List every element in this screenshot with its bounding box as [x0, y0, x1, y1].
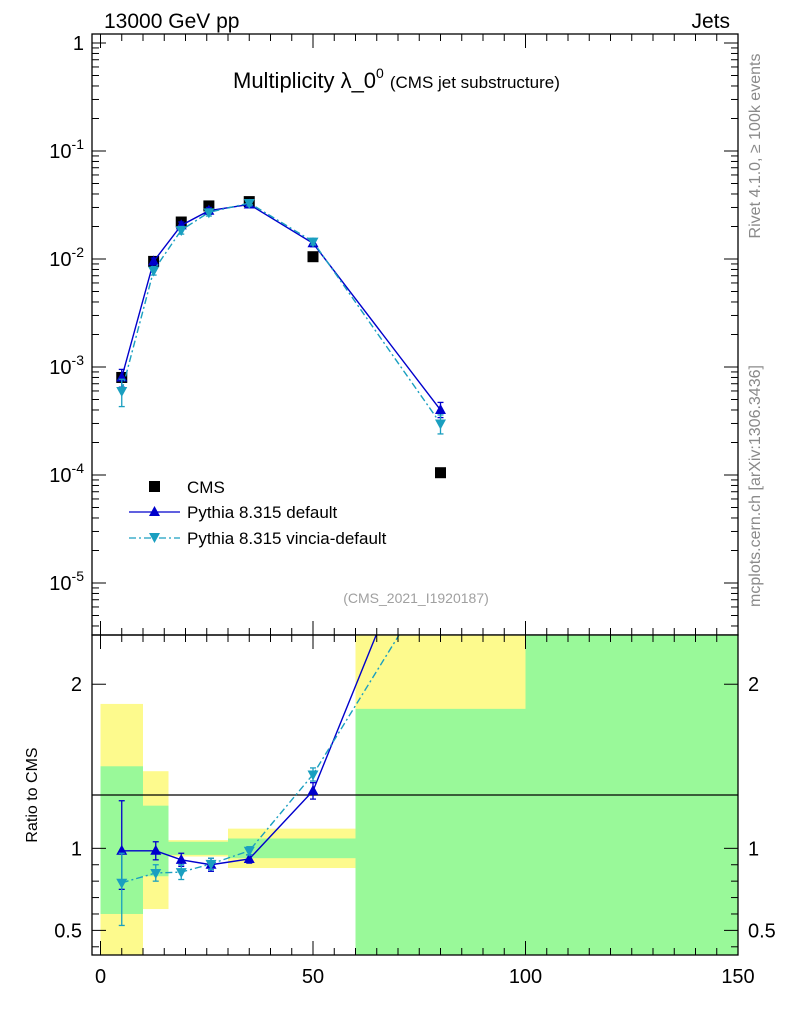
ratio-ticks: 0 50 100 150 0.5 0.5 1 1 2 2 — [54, 635, 776, 988]
main-marks — [116, 196, 446, 479]
legend-label-cms: CMS — [187, 478, 225, 497]
uncertainty-band-green — [168, 841, 228, 855]
pythia-vincia-point — [243, 199, 255, 210]
ratio-vincia-point — [307, 770, 319, 781]
ratio-frame — [91, 634, 739, 956]
main-ytick-label: 10-5 — [49, 568, 84, 595]
ratio-default-point — [307, 784, 319, 795]
title-main: Multiplicity λ_0 — [233, 68, 376, 93]
ratio-xtick-label: 0 — [95, 966, 106, 988]
chart-title: Multiplicity λ_00 (CMS jet substructure) — [233, 65, 560, 93]
legend: CMS Pythia 8.315 default Pythia 8.315 vi… — [129, 478, 387, 548]
ratio-ytick-label-right: 2 — [748, 674, 759, 696]
legend-marker-cms — [149, 481, 160, 492]
uncertainty-band-yellow — [355, 635, 526, 709]
main-ticks: 1 10-1 10-2 10-3 10-4 10-5 — [49, 33, 739, 635]
energy-label: 13000 GeV pp — [104, 10, 239, 33]
main-ytick-label: 10-3 — [49, 352, 84, 379]
pythia-vincia-point — [116, 386, 128, 397]
ratio-xtick-label: 50 — [302, 966, 324, 988]
title-superscript: 0 — [376, 65, 384, 81]
process-label: Jets — [691, 10, 730, 33]
ratio-ytick-label-right: 0.5 — [748, 920, 776, 942]
ratio-ytick-label: 2 — [71, 674, 82, 696]
ratio-panel: 0 50 100 150 0.5 0.5 1 1 2 2 — [54, 634, 776, 988]
ratio-ytick-label-right: 1 — [748, 838, 759, 860]
ratio-vincia-point — [116, 878, 128, 889]
legend-marker-default — [149, 506, 160, 516]
pythia-default-point — [435, 403, 446, 414]
pythia-vincia-point — [148, 266, 160, 277]
ratio-vincia-point — [205, 859, 217, 870]
main-panel: 1 10-1 10-2 10-3 10-4 10-5 — [49, 33, 739, 636]
ratio-default-point — [175, 853, 187, 864]
legend-label-vincia: Pythia 8.315 vincia-default — [187, 529, 387, 548]
main-ytick-label: 1 — [73, 33, 84, 55]
cms-data-point — [307, 251, 319, 263]
ratio-default-point — [116, 844, 128, 855]
analysis-id: (CMS_2021_I1920187) — [343, 590, 489, 606]
title-subtitle: (CMS jet substructure) — [390, 73, 560, 92]
pythia-vincia-point — [435, 419, 446, 430]
side-rivet-label: Rivet 4.1.0, ≥ 100k events — [747, 54, 764, 239]
pythia-default-point — [148, 255, 160, 266]
ratio-ytick-label: 1 — [71, 838, 82, 860]
ratio-ylabel: Ratio to CMS — [24, 747, 41, 842]
pythia-vincia-point — [307, 237, 319, 248]
legend-marker-vincia — [149, 533, 160, 543]
side-site-label: mcplots.cern.ch [arXiv:1306.3436] — [747, 365, 764, 607]
legend-label-default: Pythia 8.315 default — [187, 503, 338, 522]
uncertainty-band-green — [228, 838, 356, 859]
ratio-ytick-label: 0.5 — [54, 920, 82, 942]
main-ytick-label: 10-4 — [49, 460, 84, 487]
series-line — [121, 202, 442, 424]
ratio-vincia-point — [175, 868, 187, 879]
ratio-xtick-label: 100 — [509, 966, 542, 988]
ratio-vincia-point — [150, 868, 162, 879]
cms-data-point — [435, 467, 446, 479]
pythia-vincia-point — [203, 208, 215, 219]
pythia-vincia-point — [175, 226, 187, 237]
main-ytick-label: 10-2 — [49, 244, 84, 271]
series-line — [121, 203, 442, 411]
ratio-vincia-point — [243, 846, 255, 857]
ratio-default-point — [243, 853, 255, 863]
main-ytick-label: 10-1 — [49, 136, 84, 163]
ratio-xtick-label: 150 — [721, 966, 754, 988]
ratio-marks — [116, 635, 400, 927]
ratio-default-point — [150, 844, 162, 855]
